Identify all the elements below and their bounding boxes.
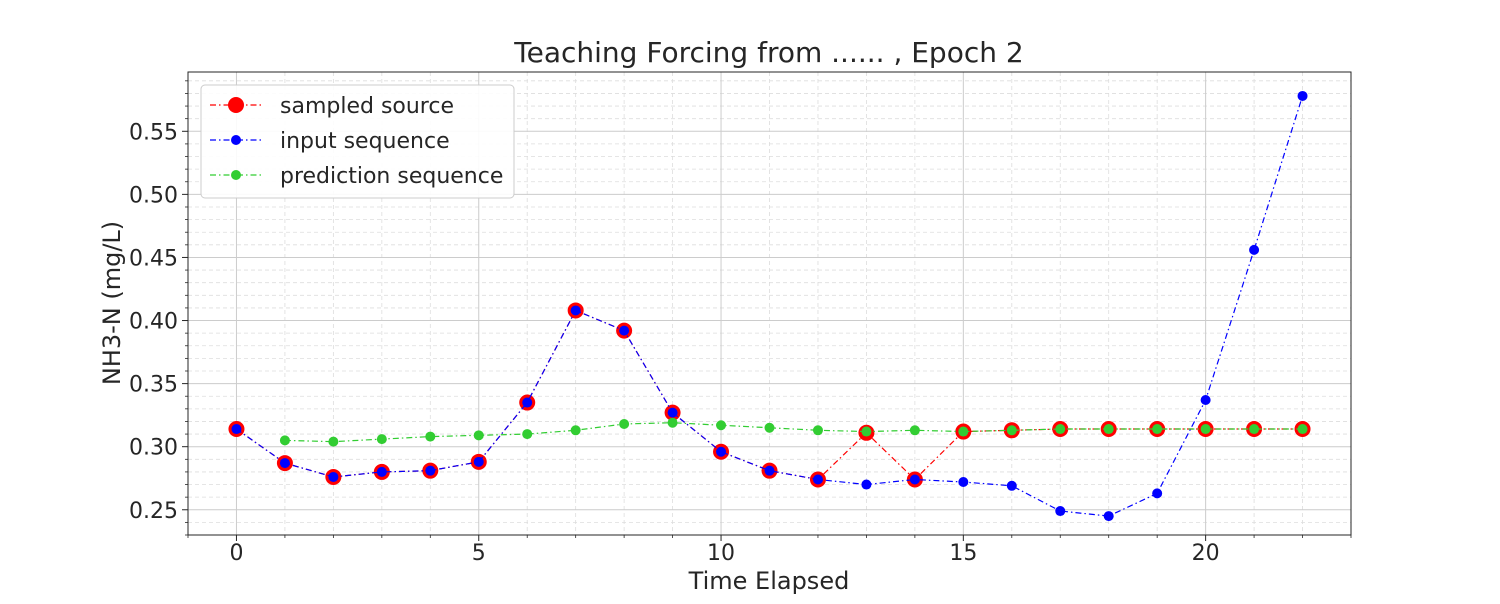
legend: sampled source input sequence prediction… — [200, 84, 515, 199]
y-tick-label: 0.35 — [129, 373, 178, 398]
y-tick-label: 0.25 — [129, 499, 178, 524]
point-input-sequence — [425, 465, 436, 476]
point-input-sequence — [1055, 506, 1066, 517]
point-prediction-sequence — [279, 435, 290, 446]
point-input-sequence — [667, 407, 678, 418]
point-input-sequence — [619, 325, 630, 336]
point-prediction-sequence — [425, 431, 436, 442]
point-prediction-sequence — [1249, 424, 1260, 435]
point-prediction-sequence — [1200, 424, 1211, 435]
point-prediction-sequence — [1297, 424, 1308, 435]
point-input-sequence — [1152, 488, 1163, 499]
point-input-sequence — [812, 474, 823, 485]
point-prediction-sequence — [667, 417, 678, 428]
point-input-sequence — [279, 458, 290, 469]
y-tick-label: 0.50 — [129, 183, 178, 208]
point-input-sequence — [522, 397, 533, 408]
x-tick-label: 15 — [949, 541, 977, 566]
point-prediction-sequence — [764, 422, 775, 433]
axis-ticks: 0 5 10 15 20 0.25 0.30 0.35 0.40 0.45 0.50 0.55 — [129, 80, 1352, 566]
point-input-sequence — [473, 456, 484, 467]
point-input-sequence — [328, 471, 339, 482]
series-layer — [228, 90, 1311, 522]
legend-label-sampled-source: sampled source — [280, 94, 454, 119]
y-tick-label: 0.55 — [129, 120, 178, 145]
legend-label-prediction-sequence: prediction sequence — [280, 164, 503, 189]
legend-marker-prediction-sequence — [231, 170, 241, 180]
point-prediction-sequence — [861, 426, 872, 437]
point-prediction-sequence — [570, 425, 581, 436]
y-axis-label: NH3-N (mg/L) — [98, 221, 126, 385]
x-tick-label: 10 — [707, 541, 735, 566]
series-input-sequence — [231, 90, 1308, 522]
point-prediction-sequence — [1006, 425, 1017, 436]
point-prediction-sequence — [376, 434, 387, 445]
line-prediction-sequence — [284, 422, 1303, 443]
y-tick-label: 0.40 — [129, 310, 178, 335]
point-input-sequence — [1103, 511, 1114, 522]
legend-box — [200, 84, 515, 199]
point-prediction-sequence — [1103, 424, 1114, 435]
point-prediction-sequence — [1152, 424, 1163, 435]
point-input-sequence — [861, 479, 872, 490]
point-input-sequence — [958, 477, 969, 488]
point-prediction-sequence — [522, 429, 533, 440]
point-prediction-sequence — [716, 420, 727, 431]
x-axis-label: Time Elapsed — [688, 567, 850, 595]
x-tick-label: 20 — [1192, 541, 1220, 566]
point-prediction-sequence — [1055, 424, 1066, 435]
legend-marker-input-sequence — [231, 135, 241, 145]
point-input-sequence — [1200, 395, 1211, 406]
legend-label-input-sequence: input sequence — [280, 129, 450, 154]
y-tick-label: 0.45 — [129, 246, 178, 271]
x-tick-label: 5 — [472, 541, 486, 566]
point-prediction-sequence — [812, 425, 823, 436]
point-input-sequence — [1249, 244, 1260, 255]
point-input-sequence — [376, 466, 387, 477]
point-prediction-sequence — [328, 436, 339, 447]
chart-title: Teaching Forcing from ...... , Epoch 2 — [513, 36, 1023, 69]
point-prediction-sequence — [473, 430, 484, 441]
point-input-sequence — [1297, 90, 1308, 101]
point-prediction-sequence — [619, 418, 630, 429]
point-prediction-sequence — [909, 425, 920, 436]
point-prediction-sequence — [958, 426, 969, 437]
y-tick-label: 0.30 — [129, 436, 178, 461]
point-input-sequence — [716, 446, 727, 457]
point-input-sequence — [909, 474, 920, 485]
point-input-sequence — [570, 305, 581, 316]
series-prediction-sequence — [279, 417, 1308, 447]
point-input-sequence — [1006, 480, 1017, 491]
x-tick-label: 0 — [229, 541, 243, 566]
point-input-sequence — [764, 465, 775, 476]
legend-marker-sampled-source — [228, 97, 244, 113]
point-input-sequence — [231, 424, 242, 435]
